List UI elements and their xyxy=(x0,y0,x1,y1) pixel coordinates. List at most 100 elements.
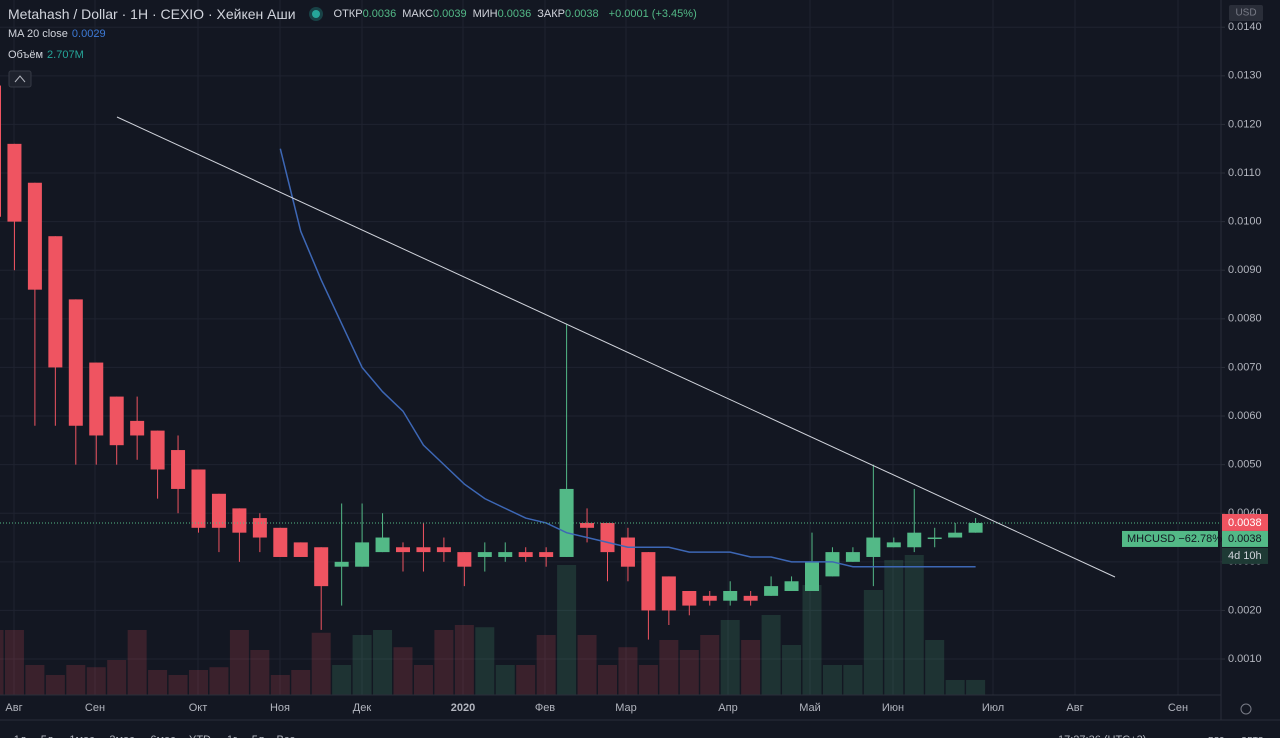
candle-body[interactable] xyxy=(661,576,676,611)
candle-body[interactable] xyxy=(171,450,186,489)
range-button[interactable]: 1д xyxy=(14,734,27,738)
candle-body[interactable] xyxy=(109,396,124,446)
candle-body[interactable] xyxy=(130,420,145,436)
y-tick-label: 0.0110 xyxy=(1228,167,1261,179)
volume-bar xyxy=(107,660,127,695)
volume-bar xyxy=(332,665,352,695)
change: +0.0001 (+3.45%) xyxy=(608,8,697,20)
candle-body[interactable] xyxy=(702,595,717,601)
candle-body[interactable] xyxy=(416,547,431,553)
price-tag xyxy=(1222,530,1268,547)
candle-body[interactable] xyxy=(559,488,574,557)
volume-bar xyxy=(189,670,208,695)
range-button[interactable]: 1мес xyxy=(69,734,95,738)
candle-body[interactable] xyxy=(232,508,247,533)
currency: USD xyxy=(1235,8,1256,19)
candle-body[interactable] xyxy=(764,586,779,596)
ohlc-value: 0.0038 xyxy=(565,8,599,20)
candle-body[interactable] xyxy=(477,552,492,557)
candle-body[interactable] xyxy=(334,561,349,567)
volume-bar xyxy=(679,650,699,695)
range-button[interactable]: 5д xyxy=(41,734,54,738)
x-tick-label: Июл xyxy=(982,702,1004,714)
candle-body[interactable] xyxy=(825,552,840,577)
candle-body[interactable] xyxy=(273,527,288,557)
candle-body[interactable] xyxy=(396,547,410,553)
candle-body[interactable] xyxy=(457,552,472,567)
candle-body[interactable] xyxy=(436,547,451,553)
volume-name: Объём xyxy=(8,49,44,61)
candle-body[interactable] xyxy=(293,542,308,557)
candle-body[interactable] xyxy=(498,552,513,557)
candle-body[interactable] xyxy=(89,362,104,436)
candle-body[interactable] xyxy=(7,143,22,222)
volume-bar xyxy=(700,635,720,695)
legend-volume: Объём 2.707M xyxy=(8,49,84,61)
range-button[interactable]: 3мес xyxy=(109,734,135,738)
candle-body[interactable] xyxy=(518,552,533,557)
symbol-title: Metahash / Dollar · 1H · CEXIO · Хейкен … xyxy=(8,6,296,22)
candle-body[interactable] xyxy=(68,299,83,426)
candle-body[interactable] xyxy=(682,590,697,606)
volume-bar xyxy=(516,665,536,695)
volume-bar xyxy=(250,650,270,695)
candle-body[interactable] xyxy=(150,430,165,470)
x-tick-label: Июн xyxy=(882,702,904,714)
candle-body[interactable] xyxy=(191,469,206,528)
candle-body[interactable] xyxy=(375,537,390,553)
range-button[interactable]: Все xyxy=(277,734,296,738)
legend-main: Metahash / Dollar · 1H · CEXIO · Хейкен … xyxy=(8,6,703,22)
ohlc-key: ЗАКР xyxy=(537,8,566,20)
volume-bar xyxy=(4,630,24,695)
candle-body[interactable] xyxy=(866,537,881,557)
clock: 17:27:36 (UTC+3) xyxy=(1058,734,1146,738)
candle-body[interactable] xyxy=(968,522,983,533)
candle-body[interactable] xyxy=(743,595,758,601)
volume-bar xyxy=(802,585,822,695)
volume-bar xyxy=(536,635,556,695)
candle-body[interactable] xyxy=(211,493,226,528)
currency-badge[interactable] xyxy=(1229,5,1263,21)
candle-body[interactable] xyxy=(600,522,615,553)
volume-bar xyxy=(475,627,495,695)
collapse-button[interactable] xyxy=(8,70,32,88)
candle-body[interactable] xyxy=(845,552,860,562)
candle-body[interactable] xyxy=(0,85,1,217)
candle-body[interactable] xyxy=(641,552,656,611)
volume-bar xyxy=(0,630,4,695)
y-tick-label: 0.0100 xyxy=(1228,216,1262,228)
volume-bar xyxy=(638,665,658,695)
volume-bar xyxy=(454,625,474,695)
range-button[interactable]: 5л xyxy=(252,734,265,738)
candle-body[interactable] xyxy=(948,532,963,538)
ohlc-value: 0.0036 xyxy=(362,8,397,20)
symbol-text: MHCUSD −62.78% xyxy=(1127,533,1222,545)
candle-body[interactable] xyxy=(539,552,554,557)
settings-icon[interactable] xyxy=(1240,703,1252,715)
candle-body[interactable] xyxy=(580,522,595,528)
volume-bar xyxy=(822,665,842,695)
candle-body[interactable] xyxy=(620,537,635,567)
candle-body[interactable] xyxy=(355,542,370,567)
candle-body[interactable] xyxy=(252,518,267,538)
candle-body[interactable] xyxy=(784,581,799,591)
x-tick-label: Мар xyxy=(615,702,637,714)
price-text: 0.0038 xyxy=(1228,533,1262,545)
candle-body[interactable] xyxy=(48,236,63,368)
volume-bar xyxy=(127,630,147,695)
candle-body[interactable] xyxy=(886,542,901,548)
toolbar-option[interactable]: авто xyxy=(1241,734,1264,738)
range-button[interactable]: 1г xyxy=(227,734,237,738)
toolbar-option[interactable]: лог xyxy=(1207,734,1224,738)
symbol-tag xyxy=(1122,530,1218,547)
candle-body[interactable] xyxy=(314,547,329,587)
range-button[interactable]: YTD xyxy=(189,734,211,738)
countdown-text: 4d 10h xyxy=(1228,550,1262,562)
candle-body[interactable] xyxy=(907,532,922,548)
candle-body[interactable] xyxy=(805,561,819,591)
range-button[interactable]: 6мес xyxy=(150,734,176,738)
candle-body[interactable] xyxy=(27,182,42,290)
candle-body[interactable] xyxy=(723,590,738,601)
candle-body[interactable] xyxy=(927,537,942,540)
